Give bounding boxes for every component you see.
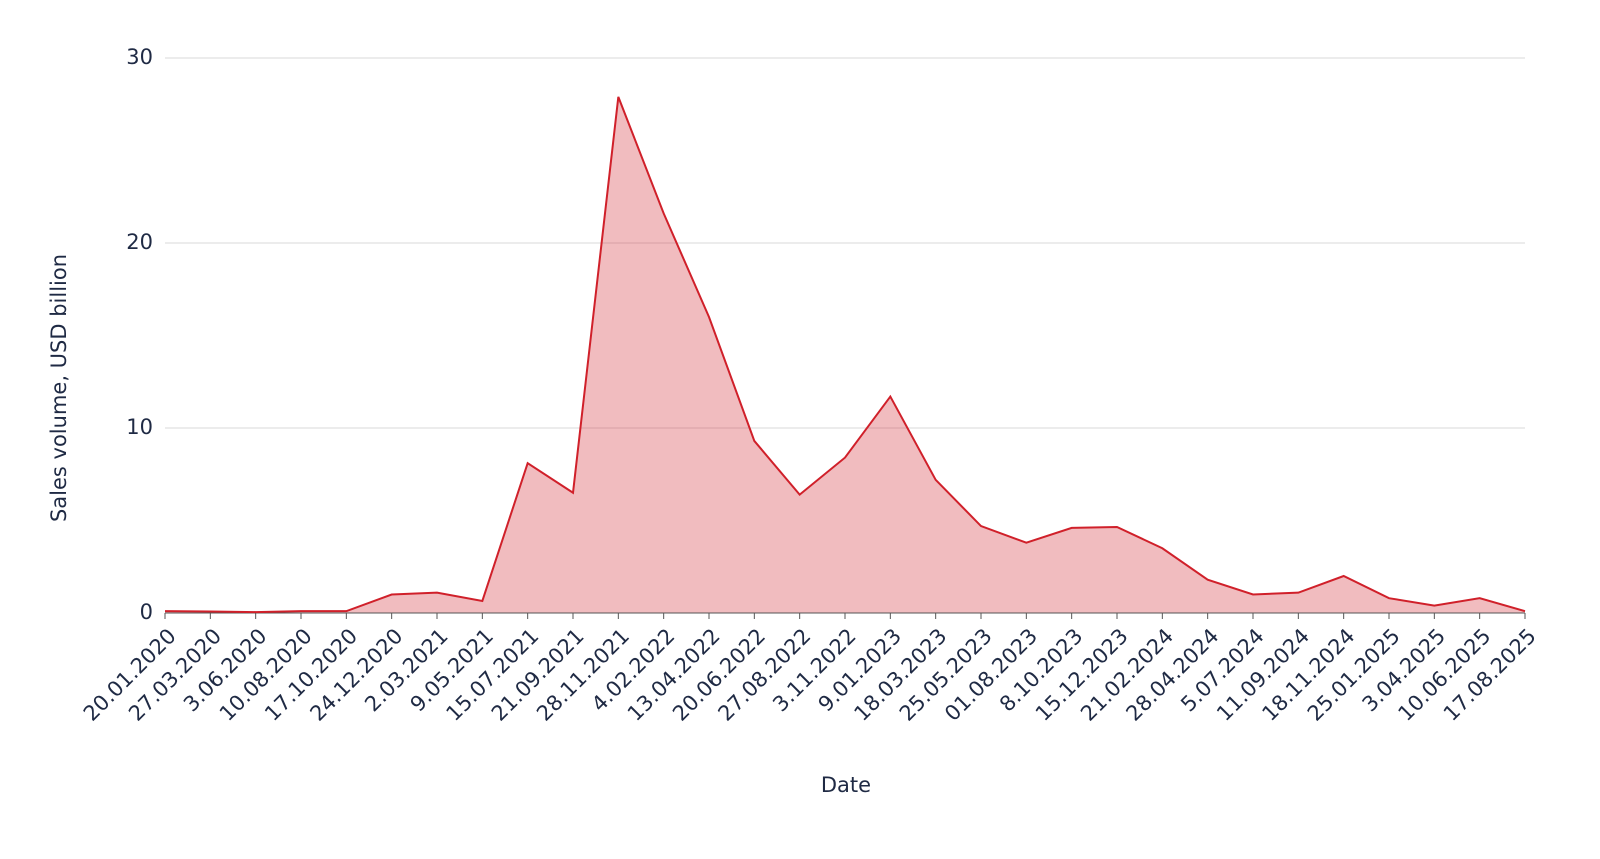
y-tick-label: 10 — [126, 415, 153, 439]
y-axis-title: Sales volume, USD billion — [47, 254, 71, 522]
y-tick-label: 30 — [126, 45, 153, 69]
x-axis-title: Date — [821, 773, 871, 797]
area-fill — [165, 96, 1525, 614]
y-tick-label: 0 — [140, 600, 153, 624]
area-line — [164, 96, 1526, 614]
y-tick-label: 20 — [126, 230, 153, 254]
